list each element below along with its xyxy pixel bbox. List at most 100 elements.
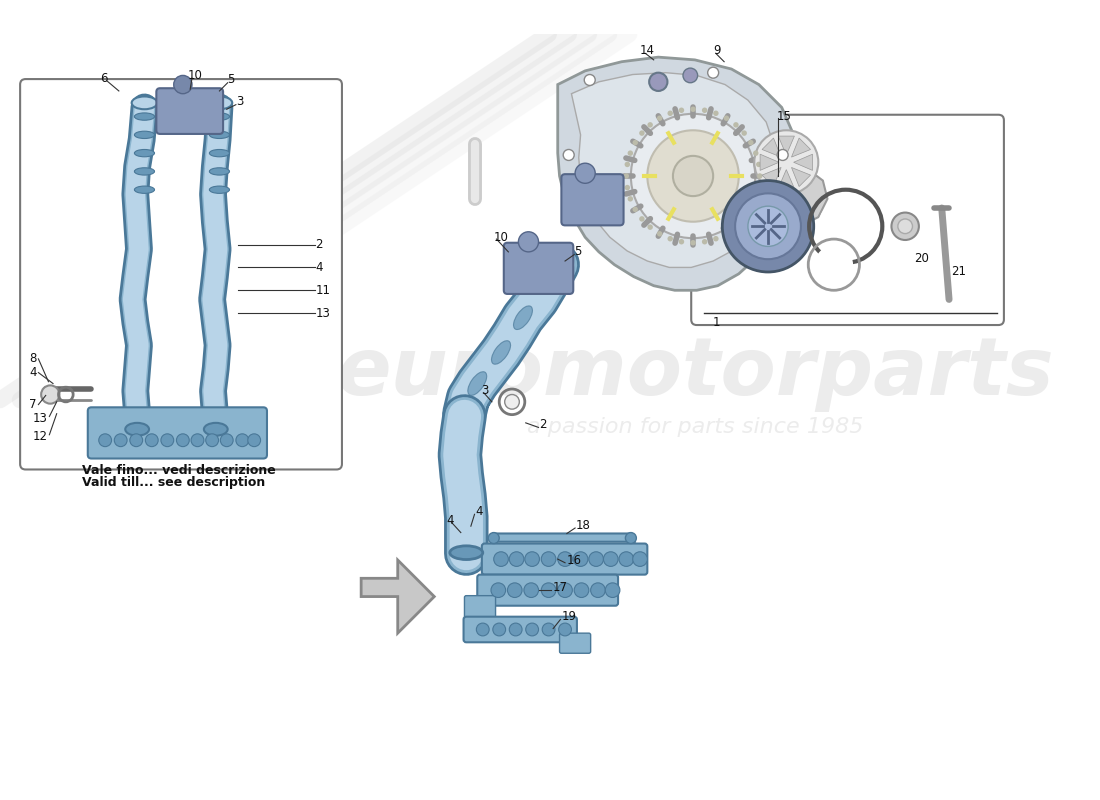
Circle shape	[754, 196, 759, 202]
Ellipse shape	[204, 423, 228, 436]
FancyBboxPatch shape	[560, 633, 591, 654]
Polygon shape	[762, 167, 781, 186]
FancyBboxPatch shape	[20, 79, 342, 470]
Circle shape	[673, 156, 713, 196]
Ellipse shape	[134, 113, 154, 120]
Circle shape	[542, 623, 556, 636]
Circle shape	[648, 224, 653, 230]
Ellipse shape	[209, 131, 230, 138]
Text: 18: 18	[576, 518, 591, 532]
Circle shape	[632, 206, 638, 212]
Circle shape	[176, 434, 189, 446]
FancyBboxPatch shape	[504, 242, 573, 294]
Text: 6: 6	[100, 72, 108, 85]
Text: 11: 11	[316, 284, 330, 297]
Circle shape	[891, 213, 918, 240]
Ellipse shape	[540, 269, 558, 294]
Text: 4: 4	[475, 505, 483, 518]
Polygon shape	[793, 154, 813, 170]
Circle shape	[734, 224, 739, 230]
Polygon shape	[760, 154, 779, 170]
Circle shape	[206, 434, 219, 446]
Text: 3: 3	[235, 95, 243, 109]
Circle shape	[114, 434, 128, 446]
Ellipse shape	[209, 113, 230, 120]
Circle shape	[691, 240, 696, 246]
Circle shape	[639, 216, 645, 222]
Text: 10: 10	[494, 230, 508, 244]
Circle shape	[509, 552, 524, 566]
Circle shape	[632, 140, 638, 146]
Text: 10: 10	[187, 69, 202, 82]
Circle shape	[145, 434, 158, 446]
Circle shape	[713, 110, 718, 116]
Circle shape	[657, 115, 662, 121]
Circle shape	[748, 206, 754, 212]
Circle shape	[99, 434, 111, 446]
Polygon shape	[792, 138, 811, 157]
Circle shape	[558, 583, 572, 598]
Circle shape	[755, 130, 818, 194]
Text: 4: 4	[29, 366, 36, 379]
Circle shape	[745, 222, 770, 248]
Circle shape	[625, 185, 630, 190]
Circle shape	[130, 434, 143, 446]
Circle shape	[679, 239, 684, 245]
Circle shape	[754, 150, 759, 156]
Text: euromotorparts: euromotorparts	[337, 334, 1054, 411]
Text: Valid till... see description: Valid till... see description	[82, 476, 265, 489]
Circle shape	[558, 552, 572, 566]
Circle shape	[683, 68, 697, 82]
Circle shape	[639, 130, 645, 136]
Circle shape	[174, 75, 192, 94]
Text: 2: 2	[316, 238, 323, 251]
Circle shape	[573, 552, 587, 566]
Circle shape	[220, 434, 233, 446]
Circle shape	[494, 552, 508, 566]
Polygon shape	[778, 170, 794, 189]
FancyBboxPatch shape	[464, 596, 496, 619]
Circle shape	[734, 122, 739, 128]
Circle shape	[626, 533, 637, 543]
Polygon shape	[361, 560, 434, 633]
Text: 3: 3	[481, 384, 488, 398]
Ellipse shape	[134, 186, 154, 194]
Polygon shape	[762, 138, 781, 157]
Text: 13: 13	[316, 306, 330, 320]
Circle shape	[632, 552, 647, 566]
Text: a passion for parts since 1985: a passion for parts since 1985	[527, 418, 864, 438]
Circle shape	[657, 231, 662, 237]
Ellipse shape	[134, 131, 154, 138]
Text: 21: 21	[950, 266, 966, 278]
Text: 4: 4	[316, 261, 323, 274]
Text: 2: 2	[539, 418, 547, 431]
Ellipse shape	[125, 423, 148, 436]
FancyBboxPatch shape	[691, 114, 1004, 325]
Circle shape	[541, 552, 556, 566]
FancyBboxPatch shape	[561, 174, 624, 226]
Circle shape	[591, 583, 605, 598]
Ellipse shape	[209, 186, 230, 194]
Text: 17: 17	[552, 581, 568, 594]
Circle shape	[818, 199, 873, 254]
Circle shape	[493, 623, 506, 636]
Ellipse shape	[514, 306, 532, 330]
Circle shape	[748, 140, 754, 146]
Polygon shape	[772, 162, 827, 226]
Circle shape	[518, 232, 539, 252]
Circle shape	[741, 130, 747, 136]
Ellipse shape	[134, 168, 154, 175]
Ellipse shape	[209, 168, 230, 175]
Circle shape	[235, 434, 249, 446]
Circle shape	[691, 106, 696, 112]
Text: 8: 8	[30, 352, 36, 366]
Ellipse shape	[492, 341, 510, 364]
Circle shape	[898, 219, 913, 234]
Circle shape	[41, 386, 59, 404]
Circle shape	[649, 73, 668, 91]
Circle shape	[778, 150, 788, 161]
Circle shape	[647, 130, 739, 222]
Text: 15: 15	[778, 110, 792, 123]
Polygon shape	[490, 534, 635, 542]
Circle shape	[526, 623, 539, 636]
